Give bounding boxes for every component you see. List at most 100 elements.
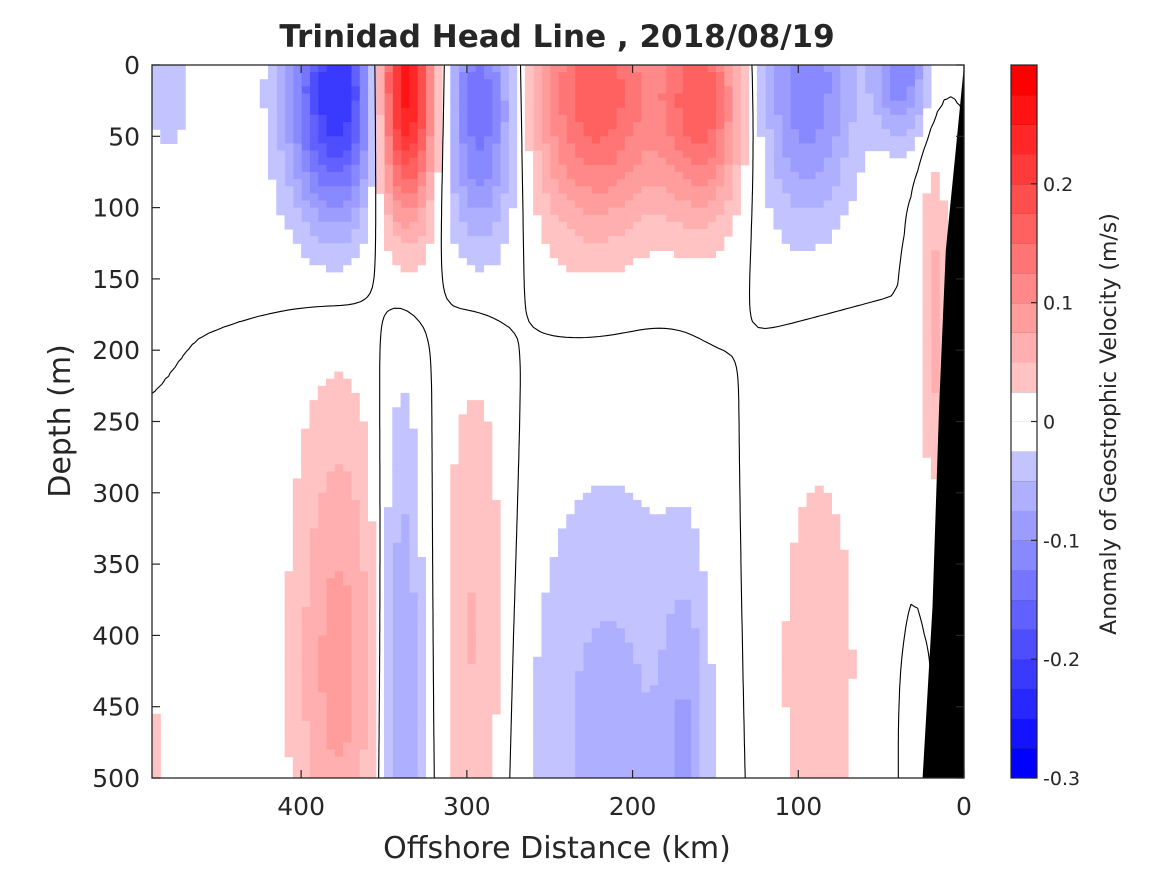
field-cell	[450, 485, 493, 494]
field-cell	[922, 400, 949, 408]
field-cell	[491, 193, 501, 202]
field-cell	[384, 207, 393, 216]
field-cell	[417, 699, 427, 708]
field-cell	[541, 606, 675, 615]
field-cell	[392, 250, 427, 259]
field-cell	[309, 164, 327, 173]
field-cell	[400, 186, 418, 194]
field-cell	[723, 122, 733, 130]
field-cell	[450, 171, 460, 180]
field-cell	[790, 243, 816, 251]
field-cell	[392, 492, 418, 501]
field-cell	[450, 186, 468, 194]
field-cell	[856, 79, 866, 87]
field-cell	[375, 179, 385, 187]
field-cell	[301, 186, 311, 194]
field-cell	[367, 635, 377, 644]
y-tick-label: 500	[92, 764, 140, 793]
field-cell	[458, 143, 468, 152]
field-cell	[483, 65, 493, 73]
field-cell	[533, 193, 551, 202]
field-cell	[773, 65, 791, 73]
field-cell	[375, 150, 385, 159]
field-cell	[930, 364, 940, 373]
field-cell	[930, 278, 940, 287]
field-cell	[823, 114, 841, 123]
field-cell	[922, 264, 932, 273]
field-cell	[301, 107, 311, 116]
field-cell	[715, 114, 725, 123]
field-cell	[582, 642, 634, 651]
field-cell	[359, 114, 369, 123]
field-cell	[425, 171, 435, 180]
field-cell	[475, 65, 485, 73]
field-cell	[466, 621, 476, 629]
field-cell	[317, 122, 327, 130]
field-cell	[715, 65, 725, 73]
field-cell	[317, 107, 352, 116]
field-cell	[433, 136, 443, 145]
field-cell	[392, 564, 410, 572]
field-cell	[558, 136, 567, 145]
field-cell	[616, 621, 667, 629]
field-cell	[591, 186, 609, 194]
field-cell	[268, 129, 277, 137]
field-cell	[632, 65, 667, 73]
field-cell	[574, 735, 675, 743]
field-cell	[417, 93, 427, 102]
field-cell	[541, 136, 559, 145]
field-cell	[326, 471, 352, 480]
field-cell	[384, 171, 393, 180]
field-cell	[384, 656, 393, 665]
field-cell	[284, 735, 311, 743]
field-cell	[359, 157, 369, 166]
field-cell	[450, 65, 460, 73]
field-cell	[309, 599, 327, 608]
field-cell	[417, 678, 427, 686]
field-cell	[922, 371, 932, 380]
field-cell	[276, 65, 286, 73]
field-cell	[715, 122, 725, 130]
field-cell	[292, 499, 319, 508]
field-cell	[350, 614, 369, 622]
field-cell	[317, 392, 360, 401]
field-cell	[723, 93, 733, 102]
field-cell	[723, 72, 733, 80]
field-cell	[284, 621, 302, 629]
colorbar-tick-label: -0.3	[1043, 768, 1080, 790]
field-cell	[508, 93, 518, 102]
field-cell	[939, 271, 949, 280]
field-cell	[392, 164, 402, 173]
field-cell	[831, 193, 857, 202]
field-cell	[350, 585, 369, 594]
field-cell	[326, 621, 352, 629]
field-cell	[408, 79, 418, 87]
field-cell	[930, 321, 940, 330]
field-cell	[574, 143, 625, 152]
field-cell	[922, 335, 932, 344]
field-cell	[466, 186, 493, 194]
field-cell	[798, 521, 841, 530]
field-cell	[450, 221, 468, 230]
field-cell	[359, 129, 369, 137]
field-cell	[781, 150, 833, 159]
field-cell	[657, 656, 700, 665]
field-cell	[864, 72, 882, 80]
field-cell	[326, 699, 352, 708]
field-cell	[284, 728, 311, 736]
field-cell	[350, 606, 369, 615]
field-cell	[930, 314, 940, 323]
field-cell	[417, 592, 427, 601]
field-cell	[574, 699, 675, 708]
field-cell	[259, 100, 277, 109]
y-axis-label: Depth (m)	[43, 344, 78, 498]
field-cell	[756, 93, 766, 102]
field-cell	[524, 114, 534, 123]
field-cell	[574, 107, 617, 116]
field-cell	[682, 150, 717, 159]
field-cell	[541, 592, 708, 601]
field-cell	[922, 435, 949, 444]
field-cell	[350, 642, 369, 651]
field-cell	[326, 143, 352, 152]
field-cell	[375, 72, 385, 80]
